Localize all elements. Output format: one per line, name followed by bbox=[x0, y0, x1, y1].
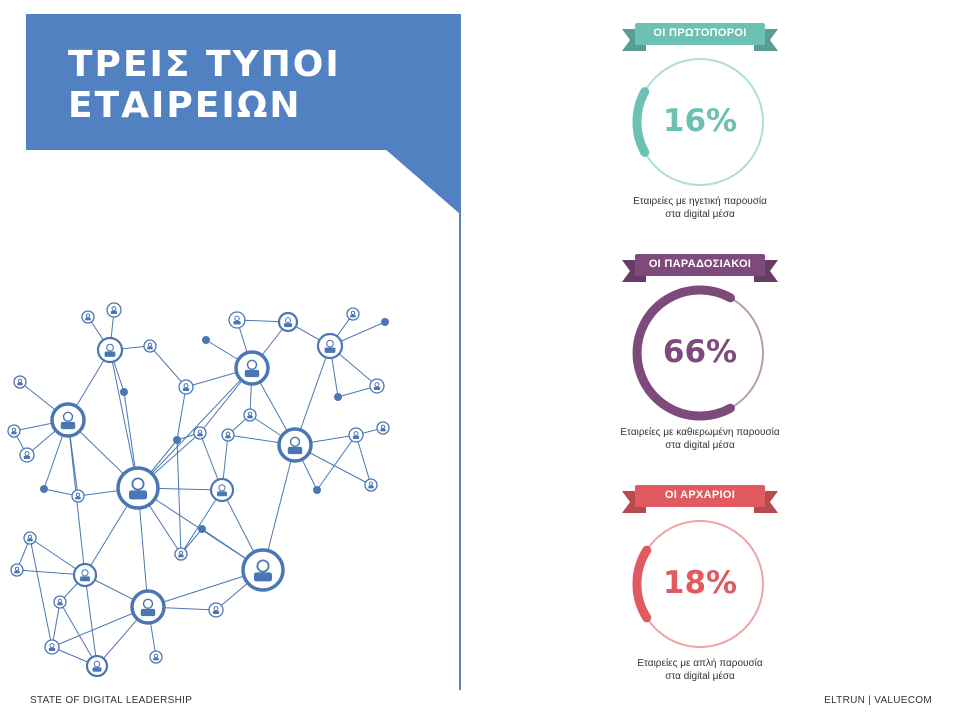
person-node-icon bbox=[72, 562, 98, 588]
person-node-icon bbox=[241, 548, 285, 592]
person-node-icon bbox=[71, 489, 85, 503]
donut-arc bbox=[632, 87, 650, 157]
person-node-icon bbox=[277, 427, 313, 463]
caption-line-2: στα digital μέσα bbox=[665, 209, 735, 220]
network-dot bbox=[198, 525, 206, 533]
segment-percent: 16% bbox=[662, 103, 738, 139]
person-node-icon bbox=[81, 310, 95, 324]
person-node-icon bbox=[369, 378, 385, 394]
donut-arc bbox=[632, 285, 735, 421]
donut-arc bbox=[632, 545, 652, 623]
segment-graphic bbox=[622, 254, 778, 421]
segment-pioneers: ΟΙ ΠΡΩΤΟΠΟΡΟΙ 16% Εταιρείες με ηγετική π… bbox=[600, 15, 800, 225]
network-link bbox=[355, 434, 372, 486]
ribbon bbox=[635, 23, 765, 45]
network-link bbox=[109, 349, 139, 489]
person-node-icon bbox=[348, 427, 364, 443]
vertical-divider bbox=[459, 14, 461, 690]
network-edges bbox=[13, 309, 386, 667]
person-node-icon bbox=[106, 302, 122, 318]
person-node-icon bbox=[208, 602, 224, 618]
caption-line-1: Εταιρείες με απλή παρουσία bbox=[637, 658, 763, 669]
segment-caption: Εταιρείες με απλή παρουσία στα digital μ… bbox=[590, 657, 810, 683]
segment-percent: 18% bbox=[662, 565, 738, 601]
network-link bbox=[180, 489, 223, 555]
person-node-icon bbox=[96, 336, 124, 364]
person-node-icon bbox=[243, 408, 257, 422]
person-node-icon bbox=[178, 379, 194, 395]
segment-traditional: ΟΙ ΠΑΡΑΔΟΣΙΑΚΟΙ 66% Εταιρείες με καθιερω… bbox=[600, 246, 800, 456]
person-node-icon bbox=[19, 447, 35, 463]
caption-line-1: Εταιρείες με καθιερωμένη παρουσία bbox=[620, 427, 780, 438]
person-node-icon bbox=[7, 424, 21, 438]
network-dot bbox=[381, 318, 389, 326]
ribbon bbox=[635, 254, 765, 276]
person-node-icon bbox=[209, 477, 235, 503]
network-dot bbox=[334, 393, 342, 401]
person-node-icon bbox=[23, 531, 37, 545]
ribbon bbox=[635, 485, 765, 507]
person-node-icon bbox=[149, 650, 163, 664]
person-node-icon bbox=[316, 332, 344, 360]
person-node-icon bbox=[364, 478, 378, 492]
page-title-line-2: ΕΤΑΙΡΕΙΩΝ bbox=[68, 85, 302, 126]
segment-label: ΟΙ ΑΡΧΑΡΙΟΙ bbox=[664, 489, 736, 501]
network-link bbox=[59, 601, 98, 667]
person-node-icon bbox=[143, 339, 157, 353]
network-dot bbox=[40, 485, 48, 493]
network-dot bbox=[120, 388, 128, 396]
segment-label: ΟΙ ΠΡΩΤΟΠΟΡΟΙ bbox=[653, 27, 747, 39]
person-node-icon bbox=[174, 547, 188, 561]
person-node-icon bbox=[10, 563, 24, 577]
network-link bbox=[84, 574, 98, 667]
person-node-icon bbox=[85, 654, 109, 678]
network-dot bbox=[202, 336, 210, 344]
footer-left-text: STATE OF DIGITAL LEADERSHIP bbox=[30, 695, 193, 706]
network-dot bbox=[173, 436, 181, 444]
person-node-icon bbox=[277, 311, 299, 333]
network-link bbox=[137, 367, 253, 489]
network-dot bbox=[313, 486, 321, 494]
person-node-icon bbox=[193, 426, 207, 440]
segment-caption: Εταιρείες με καθιερωμένη παρουσία στα di… bbox=[590, 426, 810, 452]
segment-label: ΟΙ ΠΑΡΑΔΟΣΙΑΚΟΙ bbox=[648, 258, 752, 270]
network-link bbox=[29, 537, 53, 648]
network-nodes bbox=[7, 302, 390, 678]
network-link bbox=[176, 386, 187, 441]
person-node-icon bbox=[13, 375, 27, 389]
footer-right-text: ELTRUN | VALUECOM bbox=[824, 695, 932, 706]
person-node-icon bbox=[234, 350, 270, 386]
segment-caption: Εταιρείες με ηγετική παρουσία στα digita… bbox=[590, 195, 810, 221]
caption-line-2: στα digital μέσα bbox=[665, 671, 735, 682]
segment-graphic bbox=[622, 485, 778, 648]
page-title-line-1: ΤΡΕΙΣ ΤΥΠΟΙ bbox=[68, 44, 341, 85]
network-link bbox=[176, 439, 182, 555]
person-node-icon bbox=[228, 311, 246, 329]
segment-percent: 66% bbox=[662, 334, 738, 370]
network-link bbox=[316, 434, 357, 491]
person-node-icon bbox=[346, 307, 360, 321]
caption-line-1: Εταιρείες με ηγετική παρουσία bbox=[633, 196, 767, 207]
segment-beginners: ΟΙ ΑΡΧΑΡΙΟΙ 18% Εταιρείες με απλή παρουσ… bbox=[600, 477, 800, 687]
caption-line-2: στα digital μέσα bbox=[665, 440, 735, 451]
person-node-icon bbox=[53, 595, 67, 609]
person-node-icon bbox=[44, 639, 60, 655]
person-node-icon bbox=[376, 421, 390, 435]
person-node-icon bbox=[221, 428, 235, 442]
network-link bbox=[149, 345, 187, 388]
segment-graphic bbox=[622, 23, 778, 186]
network-illustration bbox=[7, 302, 390, 678]
person-node-icon bbox=[130, 589, 166, 625]
person-node-icon bbox=[116, 466, 160, 510]
person-node-icon bbox=[50, 402, 86, 438]
